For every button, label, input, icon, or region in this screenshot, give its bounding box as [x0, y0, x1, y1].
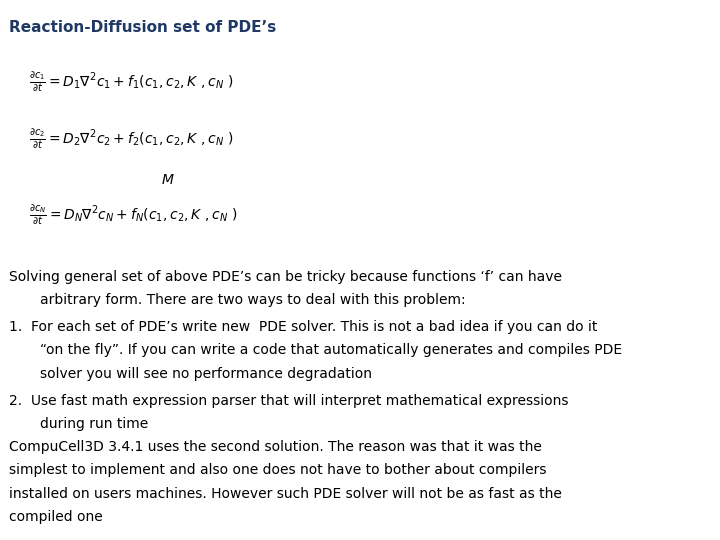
Text: Reaction-Diffusion set of PDE’s: Reaction-Diffusion set of PDE’s	[9, 20, 276, 35]
Text: CompuCell3D 3.4.1 uses the second solution. The reason was that it was the: CompuCell3D 3.4.1 uses the second soluti…	[9, 440, 542, 454]
Text: 2.  Use fast math expression parser that will interpret mathematical expressions: 2. Use fast math expression parser that …	[9, 394, 569, 408]
Text: $\frac{\partial c_2}{\partial t} = D_2\nabla^2 c_2 + f_2(c_1,c_2,K\ ,c_N\ )$: $\frac{\partial c_2}{\partial t} = D_2\n…	[29, 127, 233, 151]
Text: simplest to implement and also one does not have to bother about compilers: simplest to implement and also one does …	[9, 463, 547, 477]
Text: arbitrary form. There are two ways to deal with this problem:: arbitrary form. There are two ways to de…	[40, 293, 465, 307]
Text: compiled one: compiled one	[9, 510, 103, 524]
Text: Solving general set of above PDE’s can be tricky because functions ‘f’ can have: Solving general set of above PDE’s can b…	[9, 270, 562, 284]
Text: $\frac{\partial c_N}{\partial t} = D_N\nabla^2 c_N + f_N(c_1,c_2,K\ ,c_N\ )$: $\frac{\partial c_N}{\partial t} = D_N\n…	[29, 202, 238, 226]
Text: during run time: during run time	[40, 417, 148, 431]
Text: $\frac{\partial c_1}{\partial t} = D_1\nabla^2 c_1 + f_1(c_1,c_2,K\ ,c_N\ )$: $\frac{\partial c_1}{\partial t} = D_1\n…	[29, 70, 233, 94]
Text: installed on users machines. However such PDE solver will not be as fast as the: installed on users machines. However suc…	[9, 487, 562, 501]
Text: M: M	[162, 173, 174, 187]
Text: solver you will see no performance degradation: solver you will see no performance degra…	[40, 367, 372, 381]
Text: “on the fly”. If you can write a code that automatically generates and compiles : “on the fly”. If you can write a code th…	[40, 343, 622, 357]
Text: 1.  For each set of PDE’s write new  PDE solver. This is not a bad idea if you c: 1. For each set of PDE’s write new PDE s…	[9, 320, 598, 334]
